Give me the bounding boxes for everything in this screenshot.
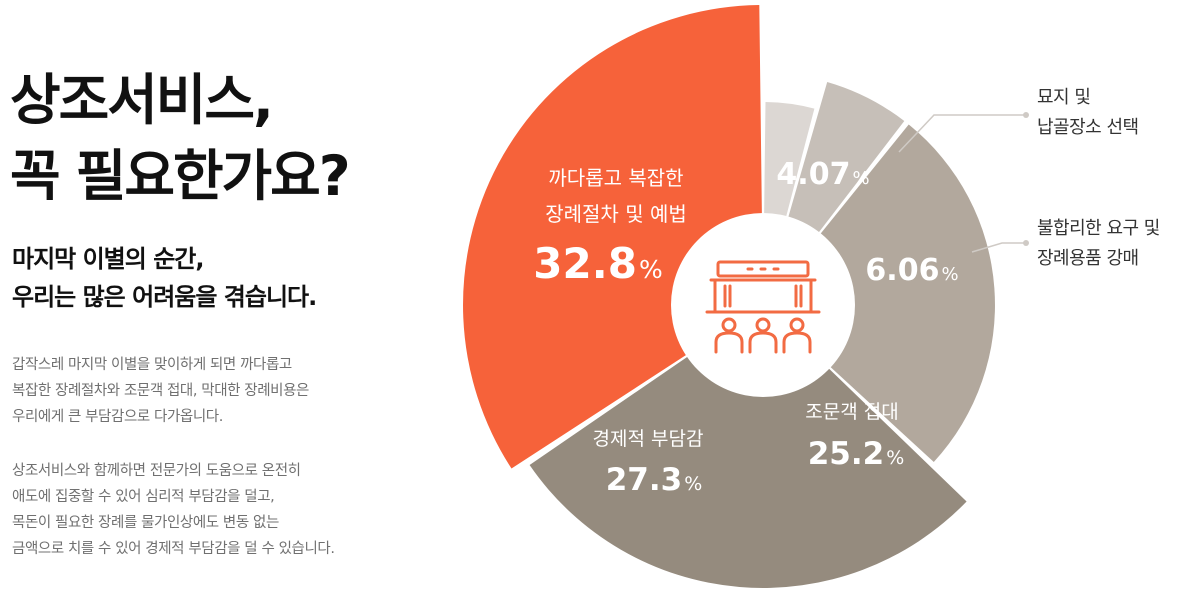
percent-unit: %: [852, 168, 869, 189]
description-line: 상조서비스와 함께하면 전문가의 도움으로 온전히: [12, 463, 301, 479]
subtitle-line-1: 마지막 이별의 순간,: [12, 245, 204, 273]
pie-slice: [529, 305, 967, 588]
leader-line: [971, 242, 1026, 253]
percent-unit: %: [941, 264, 958, 285]
description-line: 복잡한 장례절차와 조문객 접대, 막대한 장례비용은: [12, 383, 309, 399]
description-line: 애도에 집중할 수 있어 심리적 부담감을 덜고,: [12, 489, 275, 505]
page-subtitle: 마지막 이별의 순간, 우리는 많은 어려움을 겪습니다.: [12, 240, 317, 316]
callout-burial-site: 묘지 및 납골장소 선택: [1037, 83, 1139, 143]
description-line: 목돈이 필요한 장례를 물가인상에도 변동 없는: [12, 515, 279, 531]
page-title: 상조서비스, 꼭 필요한가요?: [10, 62, 351, 214]
description-line: 갑작스레 마지막 이별을 맞이하게 되면 까다롭고: [12, 357, 292, 373]
leader-line: [898, 114, 1026, 153]
callout-line: 묘지 및: [1037, 87, 1091, 108]
percent-unit: %: [639, 255, 663, 284]
description-paragraph-1: 갑작스레 마지막 이별을 맞이하게 되면 까다롭고 복잡한 장례절차와 조문객 …: [12, 352, 412, 430]
subtitle-line-2: 우리는 많은 어려움을 겪습니다.: [12, 283, 317, 311]
center-badge: [671, 213, 855, 397]
slice-label: 장례절차 및 예법: [545, 202, 687, 226]
percent-unit: %: [684, 473, 702, 495]
description-paragraph-2: 상조서비스와 함께하면 전문가의 도움으로 온전히 애도에 집중할 수 있어 심…: [12, 458, 412, 562]
title-line-2: 꼭 필요한가요?: [10, 144, 351, 208]
description-line: 우리에게 큰 부담감으로 다가옵니다.: [12, 409, 223, 425]
leader-dot: [1023, 112, 1029, 118]
callout-leader-lines: [898, 112, 1029, 253]
callout-line: 불합리한 요구 및: [1037, 218, 1160, 239]
callout-unfair-demands: 불합리한 요구 및 장례용품 강매: [1037, 214, 1160, 274]
pie-slice: [763, 124, 995, 462]
slice-label: 조문객 접대: [805, 401, 898, 423]
funeral-altar-icon: [705, 260, 821, 354]
callout-line: 장례용품 강매: [1037, 248, 1139, 269]
leader-dot: [1023, 240, 1029, 246]
callout-line: 납골장소 선택: [1037, 117, 1139, 138]
description-line: 금액으로 치를 수 있어 경제적 부담감을 덜 수 있습니다.: [12, 541, 335, 557]
slice-label: 경제적 부담감: [593, 428, 704, 450]
percent-unit: %: [886, 447, 904, 469]
title-line-1: 상조서비스,: [10, 68, 274, 132]
slice-label: 까다롭고 복잡한: [548, 166, 683, 190]
center-circle: [671, 213, 855, 397]
